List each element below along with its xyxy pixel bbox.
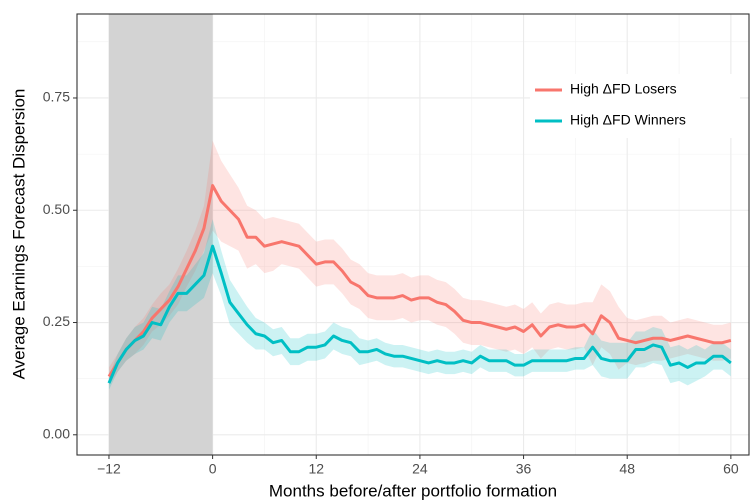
- x-axis-title: Months before/after portfolio formation: [269, 481, 557, 500]
- series-line: [107, 244, 732, 384]
- panel-border: [76, 13, 750, 456]
- x-tick-label: 36: [516, 461, 532, 477]
- legend-box: [530, 74, 740, 138]
- confidence-band: [108, 140, 731, 386]
- x-tick-label: −12: [97, 461, 121, 477]
- legend-label: High ΔFD Winners: [570, 112, 686, 128]
- series-line: [107, 184, 732, 378]
- x-tick-label: 60: [723, 461, 739, 477]
- x-tick-label: 0: [209, 461, 217, 477]
- y-tick-label: 0.50: [43, 201, 70, 217]
- y-tick-label: 0.75: [43, 89, 70, 105]
- y-tick-label: 0.25: [43, 313, 70, 329]
- x-tick-label: 12: [308, 461, 324, 477]
- x-tick-label: 48: [619, 461, 635, 477]
- y-axis-title: Average Earnings Forecast Dispersion: [9, 89, 28, 380]
- shaded-region: [108, 14, 213, 455]
- confidence-band: [108, 219, 731, 390]
- legend-label: High ΔFD Losers: [570, 81, 677, 97]
- x-tick-label: 24: [412, 461, 428, 477]
- y-tick-label: 0.00: [43, 425, 70, 441]
